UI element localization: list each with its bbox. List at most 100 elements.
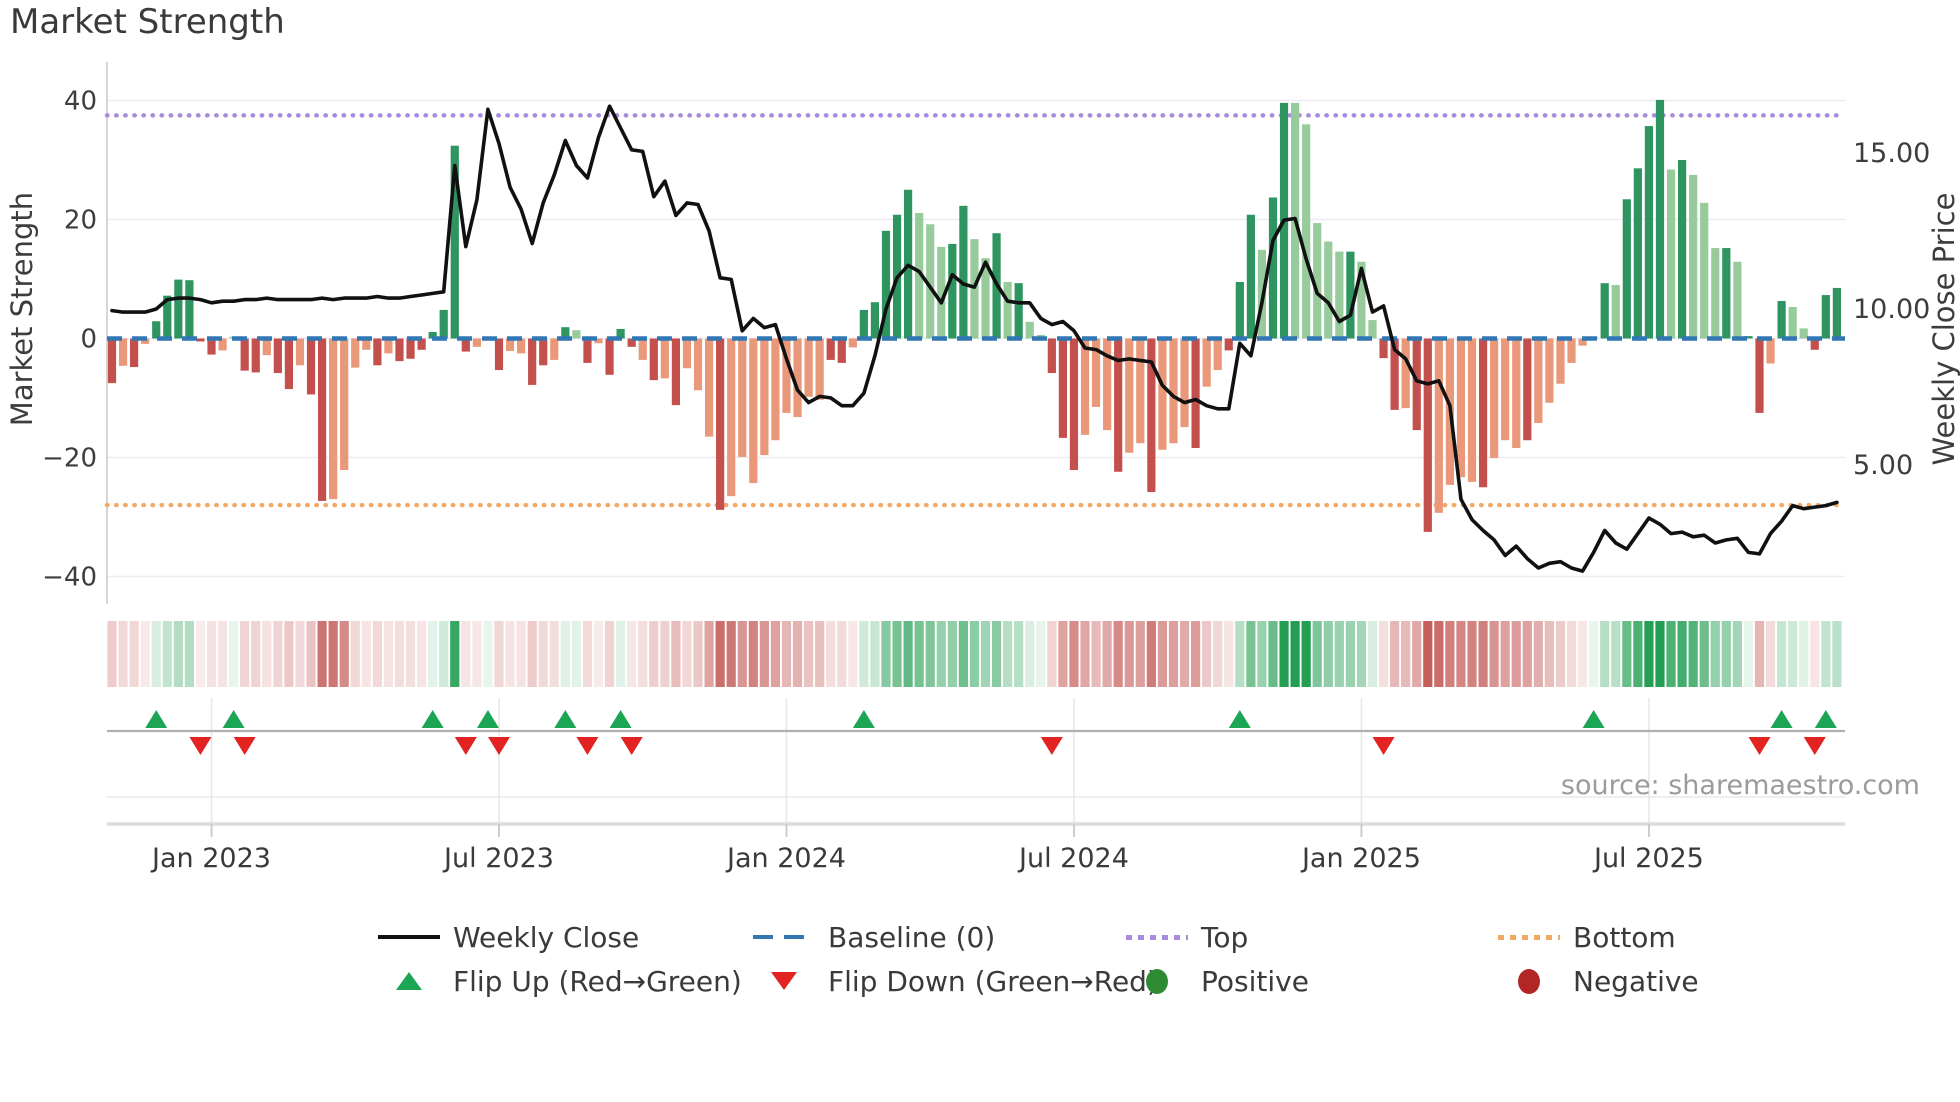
strength-bar (1246, 214, 1255, 339)
strength-bar (1512, 338, 1521, 448)
strength-bar (804, 338, 813, 397)
heatmap-cell (1412, 621, 1422, 687)
flip-down-marker (1372, 737, 1395, 755)
strength-bar (1501, 338, 1510, 441)
positive-dot-icon (1126, 968, 1188, 994)
heatmap-cell (748, 621, 758, 687)
heatmap-cell (1810, 621, 1820, 687)
heatmap-cell (1522, 621, 1532, 687)
heatmap-cell (1777, 621, 1787, 687)
x-tick-label: Jul 2023 (442, 843, 554, 874)
heatmap-cell (1202, 621, 1212, 687)
legend-flip-down: Flip Down (Green→Red) (753, 965, 1158, 998)
heatmap-cell (870, 621, 880, 687)
heatmap-cell (1423, 621, 1433, 687)
x-tick-label: Jan 2024 (725, 843, 846, 874)
heatmap-cell (1102, 621, 1112, 687)
strength-bar (1136, 338, 1145, 444)
strength-bar (1788, 306, 1797, 339)
strength-bar (1069, 338, 1079, 470)
flip-down-marker (1040, 737, 1063, 755)
heatmap-cell (328, 621, 338, 687)
strength-bar (174, 279, 183, 339)
strength-bar (1689, 174, 1698, 339)
strength-bar (1478, 338, 1488, 488)
x-tick-label: Jul 2024 (1017, 843, 1129, 874)
x-tick-label: Jan 2025 (1300, 843, 1421, 874)
heatmap-cell (306, 621, 316, 687)
heatmap-cell (1091, 621, 1101, 687)
heatmap-cell (1765, 621, 1776, 687)
heatmap-cell (273, 621, 283, 687)
flip-up-marker (1814, 710, 1837, 728)
strength-bar (682, 338, 692, 369)
heatmap-cell (450, 621, 460, 687)
heatmap-cell (1511, 621, 1521, 687)
heatmap-cell (903, 621, 913, 687)
heatmap-cell (173, 621, 183, 687)
heatmap-cell (1213, 621, 1223, 687)
heatmap-cell (1190, 621, 1201, 687)
heatmap-cell (1577, 621, 1588, 687)
heatmap-cell (1113, 621, 1123, 687)
heatmap-cell (262, 621, 272, 687)
heatmap-cell (1168, 621, 1179, 687)
heatmap-cell (1356, 621, 1367, 687)
heatmap-cell (925, 621, 935, 687)
heatmap-cell (848, 621, 858, 687)
heatmap-cell (1589, 621, 1599, 687)
heatmap-cell (195, 621, 206, 687)
strength-bar (693, 338, 703, 391)
flip-up-marker (222, 710, 245, 728)
strength-bar (848, 338, 857, 348)
legend-bottom: Bottom (1498, 920, 1676, 954)
heatmap-cell (538, 621, 548, 687)
strength-bar (749, 338, 758, 484)
strength-bar (859, 309, 868, 339)
strength-bar (384, 338, 393, 354)
heatmap-cell (339, 621, 349, 687)
heatmap-cell (627, 621, 637, 687)
heatmap-cell (1467, 621, 1477, 687)
strength-bar (185, 280, 194, 339)
legend-positive: Positive (1126, 965, 1309, 998)
heatmap-cell (826, 621, 836, 687)
flip-down-marker (1748, 737, 1771, 755)
strength-bar (1346, 251, 1355, 339)
strength-bar (1733, 261, 1742, 339)
strength-bar (1047, 338, 1056, 374)
heatmap-cell (1721, 621, 1731, 687)
heatmap-cell (914, 621, 924, 687)
heatmap-cell (1655, 621, 1665, 687)
strength-bar (1423, 338, 1432, 532)
strength-bar (1810, 338, 1819, 350)
strength-bar (1368, 320, 1377, 339)
heatmap-cell (1279, 621, 1289, 687)
heatmap-cell (803, 621, 814, 687)
heatmap-cell (660, 621, 670, 687)
strength-bar (1711, 248, 1720, 339)
heatmap-cell (1799, 621, 1809, 687)
heatmap-cell (1323, 621, 1333, 687)
flip-up-marker (554, 710, 577, 728)
heatmap-cell (107, 621, 117, 687)
heatmap-cell (682, 621, 692, 687)
heatmap-cell (604, 621, 615, 687)
strength-bar (539, 338, 548, 366)
heatmap-cell (770, 621, 781, 687)
legend-bottom-label: Bottom (1573, 920, 1676, 954)
strength-bar (1655, 99, 1665, 339)
strength-bar (406, 338, 415, 359)
strength-bar (1324, 241, 1333, 339)
strength-bar (704, 338, 714, 437)
strength-bar (948, 243, 957, 339)
y-right-tick-label: 15.00 (1853, 138, 1930, 169)
strength-bar (1523, 338, 1532, 441)
flip-up-marker (421, 710, 444, 728)
strength-bar (627, 338, 636, 347)
y-right-tick-label: 5.00 (1853, 450, 1913, 481)
heatmap-cell (151, 621, 161, 687)
heatmap-cell (881, 621, 891, 687)
heatmap-cell (1268, 621, 1278, 687)
heatmap-cell (1224, 621, 1234, 687)
